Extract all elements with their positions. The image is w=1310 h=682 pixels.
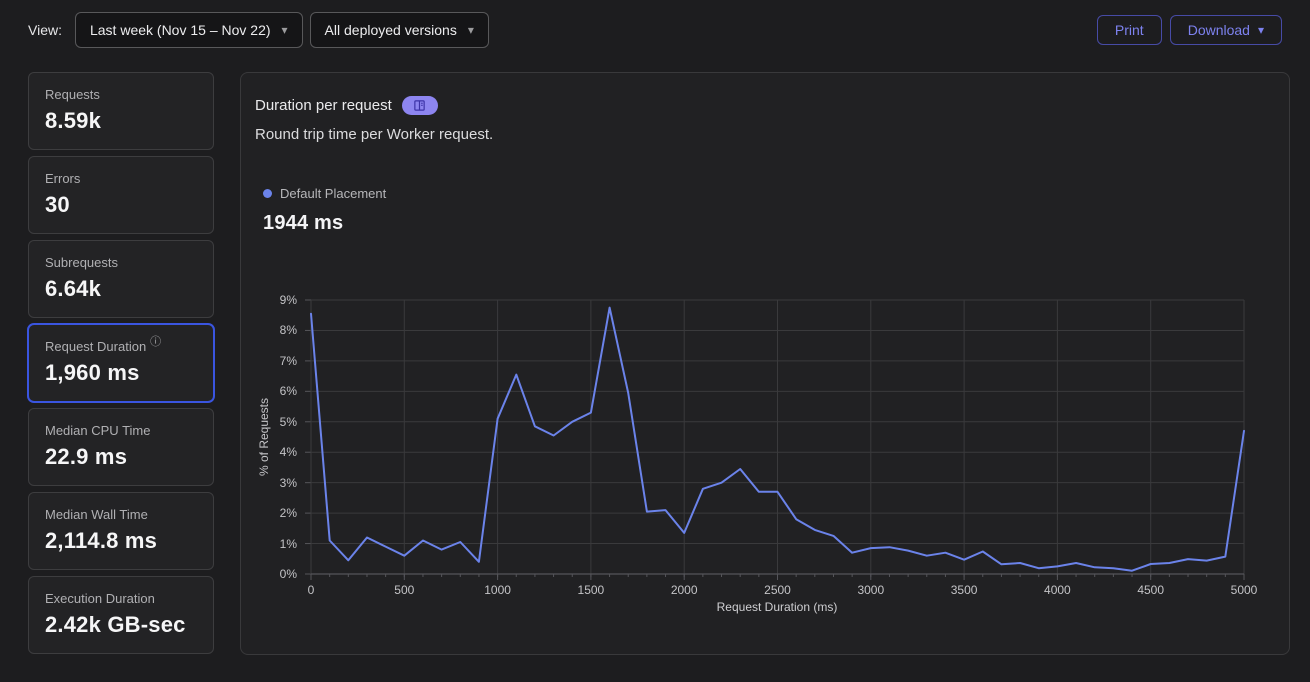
y-tick-label: 6% (279, 384, 297, 399)
chevron-down-icon: ▾ (1257, 23, 1264, 37)
chevron-down-icon: ▾ (281, 23, 288, 37)
y-tick-label: 3% (279, 475, 297, 490)
chart-area: % of Requests 0% 1% 2% 3% 4% 5% 6% 7% 8% 9% 0 500 10… (241, 73, 1289, 654)
duration-chart-panel: Duration per request Round trip time per… (240, 72, 1290, 655)
x-tick-label: 3000 (857, 583, 885, 597)
version-filter-value: All deployed versions (324, 22, 457, 38)
y-axis-title: % of Requests (257, 397, 271, 477)
x-tick-label: 0 (307, 583, 315, 597)
docs-badge-button[interactable] (401, 96, 438, 115)
metric-label: Requests (45, 87, 100, 102)
y-tick-label: 5% (279, 414, 297, 429)
metric-value: 22.9 ms (45, 444, 128, 469)
metric-label: Subrequests (45, 255, 118, 270)
metric-value: 6.64k (45, 276, 102, 301)
chart-legend: Default Placement (263, 185, 386, 201)
time-range-select[interactable]: Last week (Nov 15 – Nov 22) ▾ (74, 12, 303, 48)
y-tick-label: 9% (279, 293, 297, 307)
metric-value: 8.59k (45, 108, 102, 133)
x-tick-label: 1500 (577, 583, 605, 597)
x-tick-label: 3500 (950, 583, 978, 597)
toolbar: View: Last week (Nov 15 – Nov 22) ▾ All … (0, 0, 1310, 60)
metric-card-median-cpu-time[interactable]: Median CPU Time 22.9 ms (28, 408, 214, 486)
panel-subtitle: Round trip time per Worker request. (255, 126, 494, 143)
y-tick-label: 4% (279, 445, 297, 460)
y-tick-label: 7% (279, 353, 297, 368)
metric-label: Errors (45, 171, 81, 186)
x-tick-label: 2500 (764, 583, 791, 597)
metric-card-execution-duration[interactable]: Execution Duration 2.42k GB-sec (28, 576, 214, 654)
chart-plot[interactable] (301, 291, 1251, 585)
series-stat-value: 1944 ms (263, 212, 344, 234)
metric-card-errors[interactable]: Errors 30 (28, 156, 214, 234)
y-tick-label: 8% (279, 323, 297, 338)
metric-card-requests[interactable]: Requests 8.59k (28, 72, 214, 150)
info-icon[interactable]: ⓘ (150, 336, 162, 348)
y-tick-label: 1% (279, 536, 297, 551)
y-tick-label: 0% (279, 567, 297, 581)
metric-label: Request Duration ⓘ (45, 336, 197, 355)
panel-title: Duration per request (255, 97, 392, 114)
metric-value: 2.42k GB-sec (45, 612, 186, 637)
chevron-down-icon: ▾ (467, 23, 474, 37)
download-button-label: Download (1187, 22, 1250, 38)
metric-card-median-wall-time[interactable]: Median Wall Time 2,114.8 ms (28, 492, 214, 570)
print-button[interactable]: Print (1096, 15, 1162, 45)
y-tick-label: 2% (279, 506, 297, 521)
metric-value: 2,114.8 ms (45, 528, 158, 553)
metric-card-request-duration[interactable]: Request Duration ⓘ 1,960 ms (28, 324, 214, 402)
x-tick-label: 5000 (1230, 583, 1258, 597)
metric-value: 1,960 ms (45, 360, 140, 385)
print-button-label: Print (1114, 22, 1144, 38)
x-tick-label: 4000 (1044, 583, 1071, 597)
version-filter-select[interactable]: All deployed versions ▾ (309, 12, 489, 48)
metric-label: Execution Duration (45, 591, 155, 606)
metric-label: Median CPU Time (45, 423, 151, 438)
x-tick-label: 1000 (484, 583, 511, 597)
time-range-value: Last week (Nov 15 – Nov 22) (89, 22, 271, 38)
legend-dot-icon (263, 188, 272, 198)
x-tick-label: 4500 (1137, 583, 1165, 597)
metrics-sidebar: Requests 8.59k Errors 30 Subrequests 6.6… (28, 72, 214, 654)
metric-label-text: Request Duration (45, 339, 147, 354)
metric-label: Median Wall Time (45, 507, 148, 522)
x-tick-label: 2000 (670, 583, 698, 597)
book-icon (414, 100, 425, 111)
metric-value: 30 (45, 192, 70, 217)
x-tick-label: 500 (394, 583, 415, 597)
download-button[interactable]: Download ▾ (1169, 15, 1282, 45)
legend-series-name: Default Placement (280, 185, 387, 201)
view-label: View: (28, 22, 62, 38)
metric-card-subrequests[interactable]: Subrequests 6.64k (28, 240, 214, 318)
